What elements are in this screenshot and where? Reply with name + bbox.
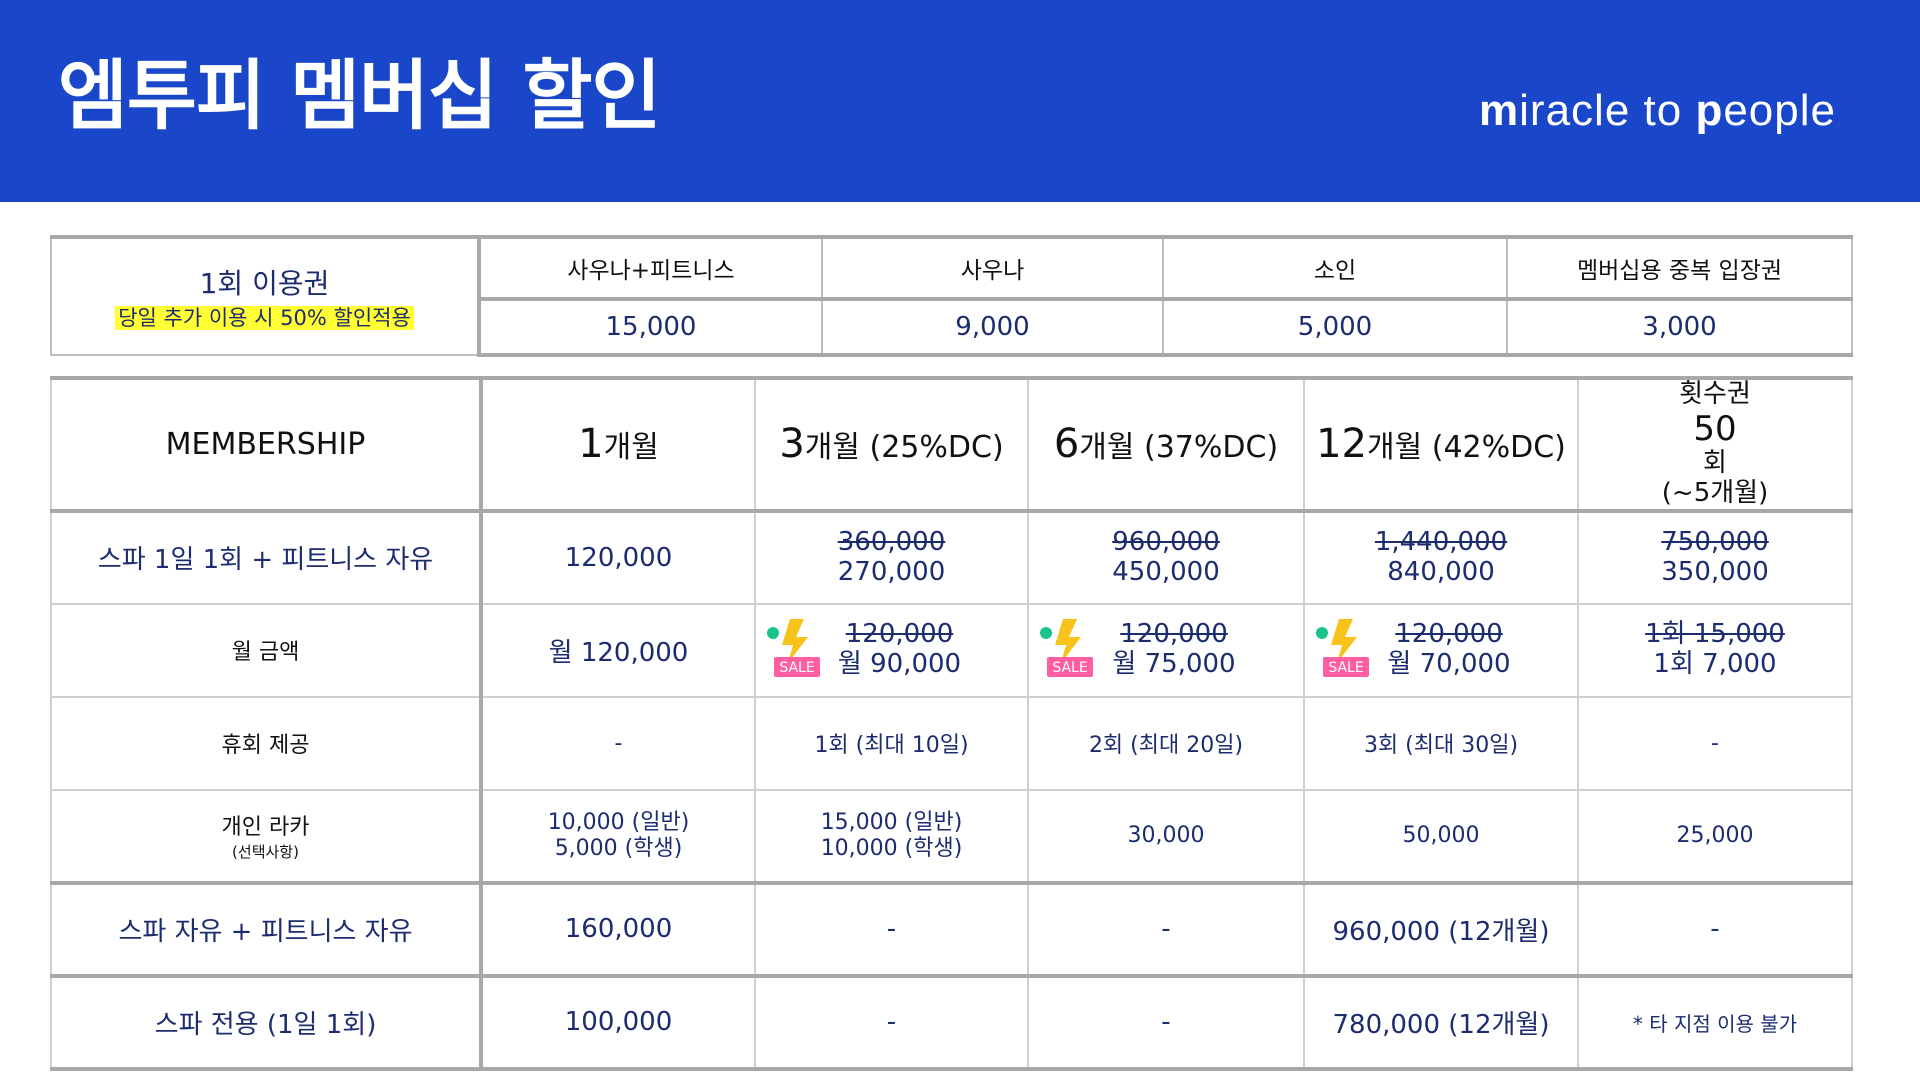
spaonly-6month: - bbox=[1027, 973, 1305, 1071]
header-1month: 1개월 bbox=[480, 376, 756, 513]
price-50times: 750,000 350,000 bbox=[1577, 509, 1853, 605]
sale-badge-icon: SALE bbox=[1316, 618, 1369, 677]
spafree-6month: - bbox=[1027, 880, 1305, 977]
single-col-header: 소인 bbox=[1162, 234, 1508, 302]
row-pause: 휴회 제공 - 1회 (최대 10일) 2회 (최대 20일) 3회 (최대 3… bbox=[50, 695, 1853, 791]
spafree-1month: 160,000 bbox=[480, 880, 756, 977]
price-3month: 360,000 270,000 bbox=[754, 509, 1029, 605]
row-spa-free: 스파 자유 + 피트니스 자유 160,000 - - 960,000 (12개… bbox=[50, 880, 1853, 977]
spaonly-1month: 100,000 bbox=[480, 973, 756, 1071]
single-use-title: 1회 이용권 bbox=[199, 266, 330, 300]
header-12month: 12개월 (42%DC) bbox=[1303, 376, 1579, 513]
spaonly-12month: 780,000 (12개월) bbox=[1303, 973, 1579, 1071]
locker-1month: 10,000 (일반) 5,000 (학생) bbox=[480, 788, 756, 884]
monthly-3month: SALE 120,000 월 90,000 bbox=[754, 602, 1029, 698]
membership-table: MEMBERSHIP 1개월 3개월 (25%DC) 6개월 (37%DC) 1… bbox=[50, 376, 1853, 1071]
header-6month: 6개월 (37%DC) bbox=[1027, 376, 1305, 513]
row-label: 개인 라카 (선택사항) bbox=[50, 788, 483, 884]
pause-6month: 2회 (최대 20일) bbox=[1027, 695, 1305, 791]
sale-badge-icon: SALE bbox=[1040, 618, 1093, 677]
spafree-50times: - bbox=[1577, 880, 1853, 977]
spaonly-50times: * 타 지점 이용 불가 bbox=[1577, 973, 1853, 1071]
row-label: 스파 1일 1회 + 피트니스 자유 bbox=[50, 509, 483, 605]
locker-12month: 50,000 bbox=[1303, 788, 1579, 884]
price-1month: 120,000 bbox=[480, 509, 756, 605]
row-label: 휴회 제공 bbox=[50, 695, 483, 791]
locker-50times: 25,000 bbox=[1577, 788, 1853, 884]
row-monthly: 월 금액 월 120,000 SALE 120,000 월 90,000 SALE… bbox=[50, 602, 1853, 698]
locker-3month: 15,000 (일반) 10,000 (학생) bbox=[754, 788, 1029, 884]
row-label: 스파 전용 (1일 1회) bbox=[50, 973, 483, 1071]
pause-12month: 3회 (최대 30일) bbox=[1303, 695, 1579, 791]
spaonly-3month: - bbox=[754, 973, 1029, 1071]
row-label: 스파 자유 + 피트니스 자유 bbox=[50, 880, 483, 977]
price-6month: 960,000 450,000 bbox=[1027, 509, 1305, 605]
membership-header-label: MEMBERSHIP bbox=[50, 376, 483, 513]
monthly-12month: SALE 120,000 월 70,000 bbox=[1303, 602, 1579, 698]
header-banner: 엠투피 멤버십 할인 miracle to people bbox=[0, 0, 1920, 202]
pause-50times: - bbox=[1577, 695, 1853, 791]
pause-3month: 1회 (최대 10일) bbox=[754, 695, 1029, 791]
row-spa-only: 스파 전용 (1일 1회) 100,000 - - 780,000 (12개월)… bbox=[50, 973, 1853, 1071]
single-price: 9,000 bbox=[821, 298, 1164, 357]
single-price: 15,000 bbox=[478, 298, 823, 357]
single-col-header: 사우나+피트니스 bbox=[478, 234, 823, 302]
membership-header-row: MEMBERSHIP 1개월 3개월 (25%DC) 6개월 (37%DC) 1… bbox=[50, 376, 1853, 513]
header-3month: 3개월 (25%DC) bbox=[754, 376, 1029, 513]
single-col-header: 사우나 bbox=[821, 234, 1164, 302]
single-price: 5,000 bbox=[1162, 298, 1508, 357]
single-use-table: 1회 이용권 당일 추가 이용 시 50% 할인적용 사우나+피트니스 사우나 … bbox=[50, 234, 1853, 357]
svg-text:SALE: SALE bbox=[1328, 660, 1363, 676]
svg-text:SALE: SALE bbox=[779, 660, 814, 676]
row-label: 월 금액 bbox=[50, 602, 483, 698]
locker-6month: 30,000 bbox=[1027, 788, 1305, 884]
single-price: 3,000 bbox=[1506, 298, 1853, 357]
row-locker: 개인 라카 (선택사항) 10,000 (일반) 5,000 (학생) 15,000… bbox=[50, 788, 1853, 884]
monthly-6month: SALE 120,000 월 75,000 bbox=[1027, 602, 1305, 698]
page-title: 엠투피 멤버십 할인 bbox=[58, 51, 661, 140]
brand-logo: miracle to people bbox=[1479, 86, 1836, 135]
monthly-50times: 1회 15,000 1회 7,000 bbox=[1577, 602, 1853, 698]
single-use-note: 당일 추가 이용 시 50% 할인적용 bbox=[115, 305, 414, 330]
svg-text:SALE: SALE bbox=[1052, 660, 1087, 676]
pause-1month: - bbox=[480, 695, 756, 791]
single-col-header: 멤버십용 중복 입장권 bbox=[1506, 234, 1853, 302]
sale-badge-icon: SALE bbox=[767, 618, 820, 677]
row-spa-fitness: 스파 1일 1회 + 피트니스 자유 120,000 360,000 270,00… bbox=[50, 509, 1853, 605]
single-use-title-cell: 1회 이용권 당일 추가 이용 시 50% 할인적용 bbox=[50, 235, 481, 356]
monthly-1month: 월 120,000 bbox=[480, 602, 756, 698]
price-12month: 1,440,000 840,000 bbox=[1303, 509, 1579, 605]
header-50times: 횟수권 50 회 (~5개월) bbox=[1577, 376, 1853, 513]
spafree-3month: - bbox=[754, 880, 1029, 977]
spafree-12month: 960,000 (12개월) bbox=[1303, 880, 1579, 977]
